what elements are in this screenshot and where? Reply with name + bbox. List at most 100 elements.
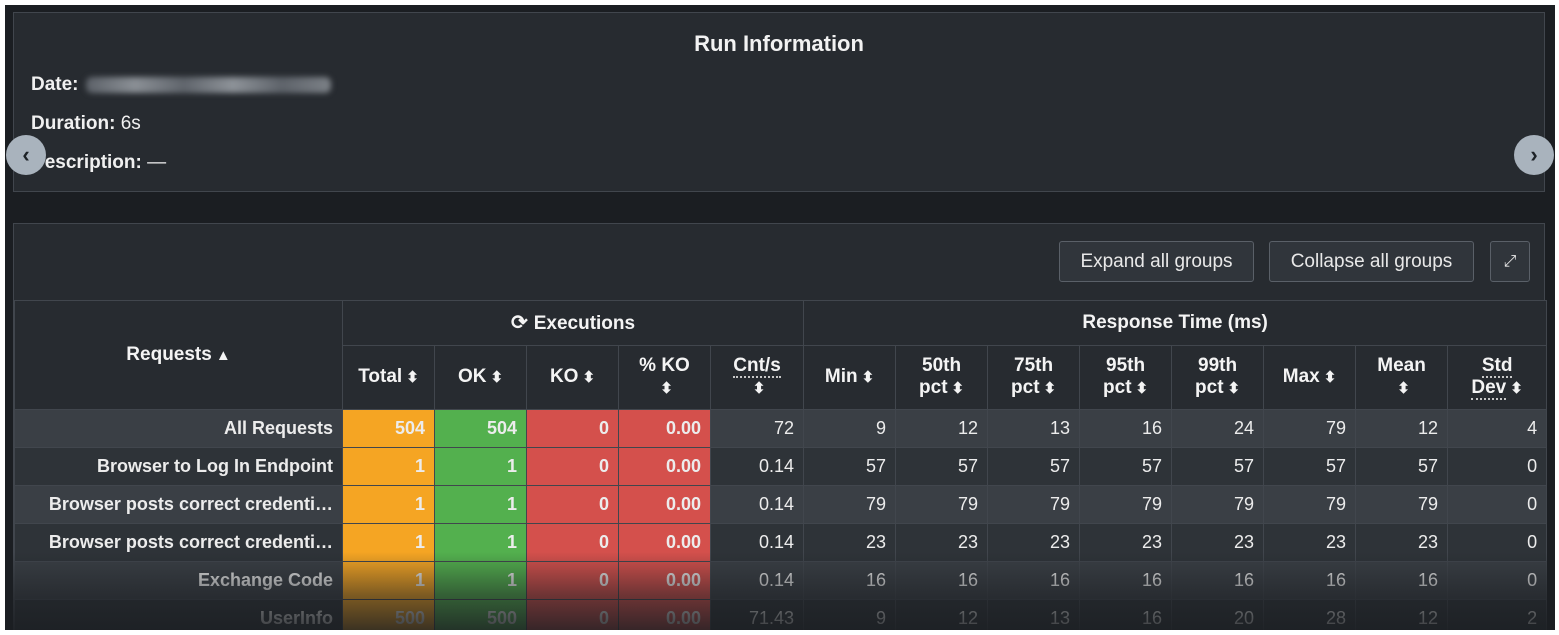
p95-header-label: 95th — [1106, 355, 1146, 376]
ok-column-header[interactable]: OK ⬍ — [434, 345, 527, 410]
percent-ko-column-header[interactable]: % KO ⬍ — [618, 345, 711, 410]
total-cell: 1 — [342, 447, 435, 486]
ko-cell: 0 — [526, 485, 619, 524]
p50-cell: 12 — [895, 599, 989, 630]
date-line: Date: — [31, 74, 331, 96]
percent-ko-cell: 0.00 — [618, 599, 711, 630]
request-name: All Requests — [14, 409, 343, 448]
max-cell: 79 — [1263, 409, 1357, 448]
cnt-per-sec-header-label: Cnt/s — [733, 355, 781, 378]
requests-column-header[interactable]: Requests ▲ — [14, 300, 343, 410]
min-cell: 57 — [803, 447, 897, 486]
sort-icon: ⬍ — [490, 369, 504, 386]
min-cell: 9 — [803, 409, 897, 448]
request-name: Exchange Code — [14, 561, 343, 600]
min-cell: 23 — [803, 523, 897, 562]
mean-cell: 16 — [1355, 561, 1449, 600]
statistics-panel: Expand all groups Collapse all groups ⤢ … — [13, 223, 1548, 630]
ok-cell: 504 — [434, 409, 527, 448]
ko-cell: 0 — [526, 409, 619, 448]
collapse-all-groups-button[interactable]: Collapse all groups — [1269, 241, 1474, 282]
fullscreen-button[interactable]: ⤢ — [1490, 241, 1530, 282]
expand-all-groups-button[interactable]: Expand all groups — [1059, 241, 1254, 282]
mean-cell: 57 — [1355, 447, 1449, 486]
std-dev-cell: 0 — [1447, 561, 1548, 600]
sort-icon: ⬍ — [1135, 380, 1149, 397]
previous-arrow-button[interactable]: ‹ — [6, 135, 46, 175]
max-column-header[interactable]: Max ⬍ — [1263, 345, 1357, 410]
ko-cell: 0 — [526, 599, 619, 630]
request-name: Browser posts correct credenti… — [14, 485, 343, 524]
mean-column-header[interactable]: Mean ⬍ — [1355, 345, 1449, 410]
date-value-redacted — [85, 76, 331, 93]
ok-cell: 1 — [434, 447, 527, 486]
description-line: Description: — — [31, 152, 166, 174]
pct-label: pct — [1195, 377, 1224, 398]
p50-cell: 57 — [895, 447, 989, 486]
ko-cell: 0 — [526, 561, 619, 600]
cnt-per-sec-column-header[interactable]: Cnt/s ⬍ — [709, 345, 805, 410]
statistics-table: Requests ▲ ⟳ Executions Response Time (ms)… — [14, 300, 1548, 630]
ok-header-label: OK — [457, 366, 487, 387]
ko-column-header[interactable]: KO ⬍ — [526, 345, 619, 410]
std-dev-cell: 2 — [1447, 599, 1548, 630]
ok-cell: 1 — [434, 523, 527, 562]
sort-icon: ⬍ — [752, 380, 766, 397]
p99-cell: 57 — [1171, 447, 1265, 486]
p75-cell: 57 — [987, 447, 1081, 486]
response-time-group-header: Response Time (ms) — [803, 300, 1548, 346]
max-cell: 16 — [1263, 561, 1357, 600]
duration-value: 6s — [120, 113, 141, 134]
percent-ko-cell: 0.00 — [618, 409, 711, 448]
max-cell: 79 — [1263, 485, 1357, 524]
request-name: Browser posts correct credenti… — [14, 523, 343, 562]
sort-icon: ⬍ — [660, 380, 673, 397]
table-row[interactable]: UserInfo 500 500 0 0.00 71.43 9 12 13 16… — [14, 599, 1548, 630]
p99-cell: 79 — [1171, 485, 1265, 524]
sort-icon: ⬍ — [951, 380, 965, 397]
p99-column-header[interactable]: 99th pct ⬍ — [1171, 345, 1265, 410]
sort-icon: ⬍ — [406, 369, 419, 386]
table-row[interactable]: Browser to Log In Endpoint 1 1 0 0.00 0.… — [14, 447, 1548, 486]
sort-icon: ⬍ — [1510, 380, 1523, 397]
p99-header-label: 99th — [1198, 355, 1238, 376]
p95-cell: 57 — [1079, 447, 1173, 486]
std-dev-column-header[interactable]: Std Dev ⬍ — [1447, 345, 1548, 410]
total-column-header[interactable]: Total ⬍ — [342, 345, 435, 410]
min-column-header[interactable]: Min ⬍ — [803, 345, 897, 410]
p50-cell: 23 — [895, 523, 989, 562]
run-information-panel: Run Information Date: Duration: 6s Descr… — [13, 12, 1545, 192]
table-row[interactable]: All Requests 504 504 0 0.00 72 9 12 13 1… — [14, 409, 1548, 448]
std-dev-cell: 4 — [1447, 409, 1548, 448]
p75-cell: 23 — [987, 523, 1081, 562]
sort-icon: ⬍ — [582, 369, 596, 386]
chevron-left-icon: ‹ — [22, 142, 30, 167]
pct-label: pct — [1103, 377, 1132, 398]
p50-column-header[interactable]: 50th pct ⬍ — [895, 345, 989, 410]
cnt-per-sec-cell: 0.14 — [709, 561, 805, 600]
percent-ko-header-label: % KO — [639, 355, 690, 376]
table-row[interactable]: Browser posts correct credenti… 1 1 0 0.… — [14, 523, 1548, 562]
ok-cell: 1 — [434, 561, 527, 600]
description-label: Description: — [31, 152, 142, 173]
p75-cell: 13 — [987, 599, 1081, 630]
table-row[interactable]: Exchange Code 1 1 0 0.00 0.14 16 16 16 1… — [14, 561, 1548, 600]
std-dev-cell: 0 — [1447, 485, 1548, 524]
total-cell: 500 — [342, 599, 435, 630]
max-cell: 57 — [1263, 447, 1357, 486]
max-cell: 23 — [1263, 523, 1357, 562]
next-arrow-button[interactable]: › — [1514, 135, 1554, 175]
p99-cell: 16 — [1171, 561, 1265, 600]
ko-cell: 0 — [526, 447, 619, 486]
executions-group-header: ⟳ Executions — [341, 300, 805, 346]
p75-column-header[interactable]: 75th pct ⬍ — [987, 345, 1081, 410]
total-cell: 1 — [342, 523, 435, 562]
p95-column-header[interactable]: 95th pct ⬍ — [1079, 345, 1173, 410]
percent-ko-cell: 0.00 — [618, 523, 711, 562]
table-row[interactable]: Browser posts correct credenti… 1 1 0 0.… — [14, 485, 1548, 524]
requests-header-label: Requests — [126, 343, 212, 365]
chevron-right-icon: › — [1530, 142, 1538, 167]
date-label: Date: — [31, 74, 79, 95]
p50-cell: 12 — [895, 409, 989, 448]
p50-cell: 79 — [895, 485, 989, 524]
